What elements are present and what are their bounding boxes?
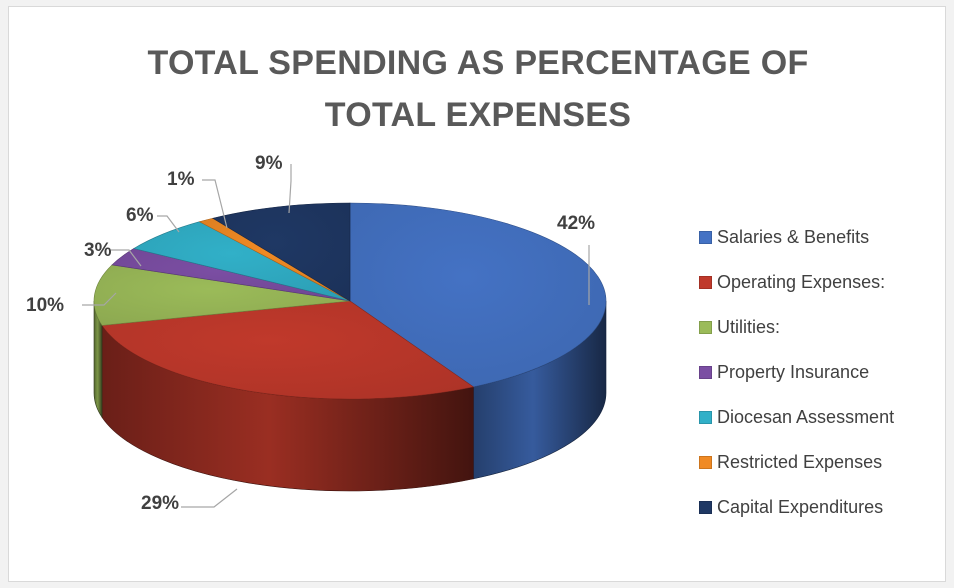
pie-slice-operating-expenses xyxy=(101,300,475,400)
data-label-salaries-benefits: 42% xyxy=(557,213,595,234)
leader-line-utilities xyxy=(82,292,117,306)
legend-item-property-insurance: Property Insurance xyxy=(699,350,894,395)
legend-label-restricted-expenses: Restricted Expenses xyxy=(717,452,883,472)
legend-label-operating-expenses: Operating Expenses: xyxy=(717,272,886,292)
data-label-operating-expenses: 29% xyxy=(141,493,179,514)
leader-line-operating-expenses xyxy=(181,488,238,508)
legend-swatch-property-insurance xyxy=(699,366,712,379)
pie-slices xyxy=(93,202,607,400)
data-label-property-insurance: 3% xyxy=(84,240,112,261)
chart-title-line-2: TOTAL EXPENSES xyxy=(324,96,632,134)
pie-side-walls xyxy=(93,300,607,492)
pie-chart: 42% 29% 10% 3% 6% 1% 9% xyxy=(26,153,607,514)
leader-line-restricted-expenses xyxy=(202,179,228,229)
legend-item-salaries-benefits: Salaries & Benefits xyxy=(699,215,894,260)
pie-slice-salaries-benefits xyxy=(349,202,607,388)
legend-swatch-capital-expenditures xyxy=(699,501,712,514)
leader-line-property-insurance xyxy=(111,249,142,267)
legend-label-utilities: Utilities: xyxy=(717,317,781,337)
leader-line-diocesan-assessment xyxy=(157,215,180,233)
data-label-capital-expenditures: 9% xyxy=(255,153,283,174)
legend-item-diocesan-assessment: Diocesan Assessment xyxy=(699,395,894,440)
pie-slice-utilities xyxy=(93,264,351,326)
legend-swatch-operating-expenses xyxy=(699,276,712,289)
data-label-restricted-expenses: 1% xyxy=(167,169,195,190)
data-labels: 42% 29% 10% 3% 6% 1% 9% xyxy=(26,153,595,514)
legend-item-utilities: Utilities: xyxy=(699,305,894,350)
legend-item-operating-expenses: Operating Expenses: xyxy=(699,260,894,305)
leader-line-capital-expenditures xyxy=(288,164,292,214)
legend-label-capital-expenditures: Capital Expenditures xyxy=(717,497,884,517)
legend-label-property-insurance: Property Insurance xyxy=(717,362,870,382)
chart-title: TOTAL SPENDING AS PERCENTAGE OF TOTAL EX… xyxy=(9,37,947,141)
legend-label-diocesan-assessment: Diocesan Assessment xyxy=(717,407,895,427)
pie-slice-capital-expenditures xyxy=(212,202,351,302)
chart-frame: TOTAL SPENDING AS PERCENTAGE OF TOTAL EX… xyxy=(8,6,946,582)
data-label-utilities: 10% xyxy=(26,295,64,316)
legend-label-salaries-benefits: Salaries & Benefits xyxy=(717,227,870,247)
legend-item-restricted-expenses: Restricted Expenses xyxy=(699,440,894,485)
legend: Salaries & Benefits Operating Expenses: Ut… xyxy=(699,215,894,530)
legend-swatch-restricted-expenses xyxy=(699,456,712,469)
chart-title-line-1: TOTAL SPENDING AS PERCENTAGE OF xyxy=(147,44,809,82)
legend-swatch-diocesan-assessment xyxy=(699,411,712,424)
legend-swatch-salaries-benefits xyxy=(699,231,712,244)
legend-swatch-utilities xyxy=(699,321,712,334)
legend-item-capital-expenditures: Capital Expenditures xyxy=(699,485,894,530)
data-label-diocesan-assessment: 6% xyxy=(126,205,154,226)
